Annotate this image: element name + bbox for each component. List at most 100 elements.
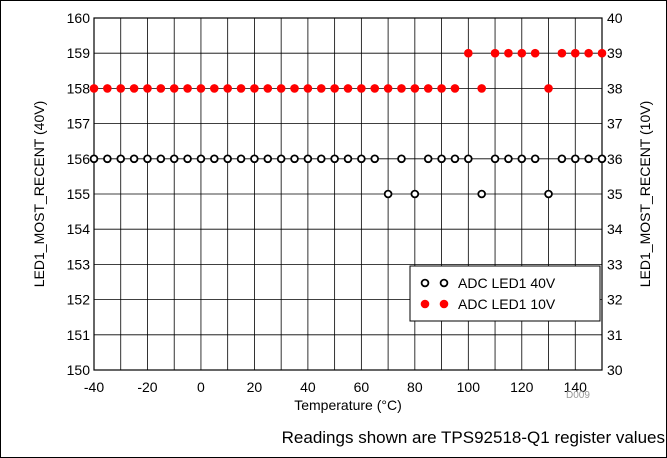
data-point-40v [89,154,99,164]
caption: Readings shown are TPS92518-Q1 register … [281,428,665,447]
legend: ADC LED1 40V ADC LED1 10V [409,265,601,322]
x-tick-label: 120 [510,379,534,395]
data-point-10v [597,48,607,58]
data-point-10v [330,84,339,93]
data-point-10v [397,84,406,93]
data-point-10v [303,84,313,93]
y2-tick-label: 38 [607,80,623,96]
x-tick-label: 80 [407,379,423,395]
data-point-10v [276,84,286,93]
data-point-40v [276,154,286,164]
data-points [89,48,607,199]
data-point-10v [530,48,540,58]
data-point-10v [183,84,192,93]
y2-tick-labels: 30 31 32 33 34 35 36 37 38 39 40 [607,10,623,378]
data-point-40v [303,154,313,164]
data-point-40v [584,154,593,164]
data-point-40v [116,154,126,164]
data-point-10v [143,84,152,93]
y-tick-label: 157 [67,116,91,132]
y2-tick-label: 36 [607,151,623,167]
y-tick-label: 153 [67,256,91,272]
data-point-10v [263,84,273,93]
data-point-40v [156,154,166,164]
data-point-40v [397,154,406,164]
data-point-40v [557,154,567,164]
x-tick-labels: -40 -20 0 20 40 60 80 100 120 140 [84,379,587,395]
x-tick-label: 0 [197,379,205,395]
data-point-40v [183,154,192,164]
data-point-10v [316,84,326,93]
legend-label: ADC LED1 40V [458,275,556,291]
data-point-40v [210,154,219,164]
data-point-10v [370,84,380,93]
legend-marker [420,299,430,309]
data-point-10v [383,84,393,93]
x-tick-label: 60 [354,379,370,395]
data-point-40v [450,154,460,164]
x-axis-title: Temperature (°C) [294,397,402,413]
y-tick-label: 159 [67,45,91,61]
data-point-10v [517,48,527,58]
legend-label: ADC LED1 10V [458,296,556,312]
data-point-10v [450,84,460,93]
data-point-10v [410,84,420,93]
data-point-10v [116,84,126,93]
y2-tick-label: 37 [607,116,623,132]
data-point-10v [544,84,553,93]
y-axis-title: LED1_MOST_RECENT (40V) [31,101,47,287]
data-point-40v [236,154,246,164]
data-point-40v [517,154,527,164]
x-tick-label: 140 [564,379,588,395]
data-point-40v [383,189,393,199]
data-point-10v [210,84,219,93]
data-point-10v [89,84,99,93]
y-tick-label: 156 [67,151,91,167]
y-tick-label: 151 [67,327,91,343]
data-point-40v [250,154,259,164]
data-point-10v [169,84,179,93]
x-tick-label: 20 [247,379,263,395]
data-point-40v [316,154,326,164]
y-tick-label: 160 [67,10,91,26]
y2-tick-label: 33 [607,256,623,272]
y-tick-label: 152 [67,292,91,308]
data-point-10v [464,48,473,58]
data-point-10v [477,84,486,93]
data-point-40v [169,154,179,164]
x-tick-label: -20 [137,379,157,395]
data-point-40v [223,154,232,164]
legend-box [409,265,601,322]
data-point-10v [290,84,299,93]
data-point-40v [143,154,152,164]
data-point-10v [343,84,353,93]
x-tick-label: 100 [457,379,481,395]
data-point-10v [236,84,246,93]
data-point-10v [223,84,232,93]
data-point-40v [530,154,540,164]
data-point-10v [490,48,500,58]
x-tick-label: -40 [84,379,104,395]
y2-tick-label: 32 [607,292,623,308]
y2-tick-label: 31 [607,327,623,343]
data-point-40v [410,189,420,199]
legend-marker [420,278,430,288]
y2-axis-title: LED1_MOST_RECENT (10V) [637,101,653,287]
data-point-40v [504,154,513,164]
y-tick-labels: 150 151 152 153 154 155 156 157 158 159 160 [67,10,91,378]
data-point-40v [437,154,446,164]
data-point-40v [464,154,473,164]
y2-tick-label: 35 [607,186,623,202]
data-point-40v [370,154,380,164]
y-tick-label: 155 [67,186,91,202]
data-point-40v [330,154,339,164]
data-point-40v [196,154,206,164]
data-point-40v [423,154,433,164]
data-point-10v [437,84,446,93]
y2-tick-label: 34 [607,221,623,237]
figure-code: D009 [566,390,590,401]
data-point-40v [570,154,580,164]
legend-marker [439,278,449,288]
data-point-10v [250,84,259,93]
